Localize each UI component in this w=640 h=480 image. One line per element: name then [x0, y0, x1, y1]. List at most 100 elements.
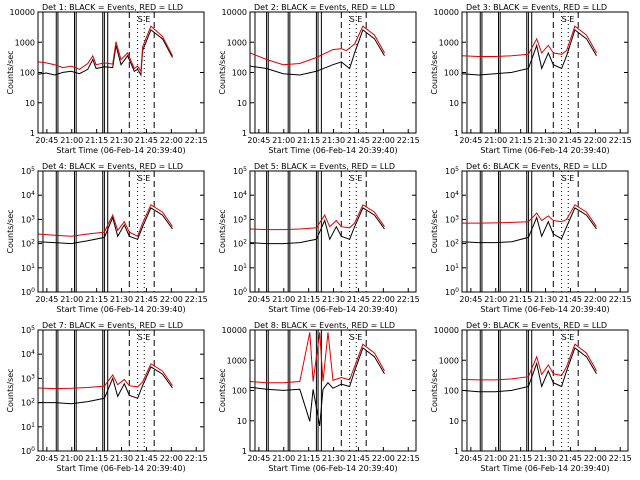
y-tick-label: 101: [233, 263, 247, 273]
flare-annotation: S E: [138, 174, 151, 183]
x-tick-label: 20:45: [247, 295, 270, 304]
plot-frame: [249, 329, 417, 452]
x-tick-label: 22:00: [584, 295, 607, 304]
y-tick-label: 10000: [434, 8, 459, 17]
x-tick-label: 21:45: [559, 454, 582, 463]
y-tick-label: 10: [449, 99, 459, 108]
y-axis-label: Counts/sec: [6, 209, 15, 253]
flare-annotation: S E: [350, 333, 363, 342]
panel-title: Det 9: BLACK = Events, RED = LLD: [466, 321, 607, 330]
x-tick-label: 21:45: [559, 136, 582, 145]
plot-frame: [249, 170, 417, 293]
x-tick-label: 21:15: [297, 295, 320, 304]
flare-annotation: S E: [562, 15, 575, 24]
x-tick-label: 21:30: [534, 454, 557, 463]
y-tick-label: 100: [20, 69, 35, 78]
x-tick-label: 22:15: [397, 454, 420, 463]
x-tick-label: 21:00: [272, 295, 295, 304]
y-axis-label: Counts/sec: [430, 50, 439, 94]
x-tick-label: 21:45: [347, 295, 370, 304]
x-tick-label: 22:15: [185, 136, 208, 145]
y-tick-label: 102: [233, 239, 247, 249]
x-tick-label: 22:15: [609, 295, 632, 304]
plot-frame: [461, 329, 629, 452]
x-tick-label: 21:00: [60, 136, 83, 145]
y-tick-label: 1: [454, 447, 459, 456]
y-tick-label: 103: [445, 214, 459, 224]
x-tick-label: 22:00: [584, 136, 607, 145]
flare-annotation: S E: [350, 174, 363, 183]
x-axis-label: Start Time (06-Feb-14 20:39:40): [480, 146, 609, 155]
y-tick-label: 1000: [15, 38, 35, 47]
panel-det-9: Det 9: BLACK = Events, RED = LLD S E 1 10 10…: [430, 321, 632, 473]
x-tick-label: 22:15: [609, 136, 632, 145]
panel-det-2: Det 2: BLACK = Events, RED = LLD S E 1 10 10…: [218, 3, 420, 155]
plot-frame: [461, 170, 629, 293]
y-tick-label: 102: [445, 239, 459, 249]
y-tick-label: 10: [237, 417, 247, 426]
series-line-lld: [249, 332, 385, 384]
series-line-lld: [249, 204, 385, 231]
panel-det-1: Det 1: BLACK = Events, RED = LLD S E 1 10 10…: [6, 3, 208, 155]
plot-frame: [249, 11, 417, 134]
x-tick-label: 22:15: [185, 295, 208, 304]
y-tick-label: 102: [21, 239, 35, 249]
flare-annotation: S E: [138, 333, 151, 342]
x-tick-label: 21:00: [60, 295, 83, 304]
x-tick-label: 20:45: [459, 136, 482, 145]
x-axis-label: Start Time (06-Feb-14 20:39:40): [56, 464, 185, 473]
x-axis-label: Start Time (06-Feb-14 20:39:40): [268, 305, 397, 314]
y-tick-label: 105: [445, 166, 459, 176]
y-tick-label: 10000: [222, 326, 247, 335]
y-tick-label: 101: [445, 263, 459, 273]
y-tick-label: 104: [21, 190, 35, 200]
x-tick-label: 21:00: [272, 454, 295, 463]
series-line-lld: [37, 363, 173, 390]
panel-title: Det 5: BLACK = Events, RED = LLD: [254, 162, 395, 171]
x-axis-label: Start Time (06-Feb-14 20:39:40): [268, 464, 397, 473]
plot-frame: [37, 329, 205, 452]
y-axis-label: Counts/sec: [218, 50, 227, 94]
series-line-lld: [461, 25, 597, 57]
y-tick-label: 101: [21, 422, 35, 432]
panel-title: Det 3: BLACK = Events, RED = LLD: [466, 3, 607, 12]
panel-title: Det 7: BLACK = Events, RED = LLD: [42, 321, 183, 330]
y-axis-label: Counts/sec: [430, 368, 439, 412]
panel-det-3: Det 3: BLACK = Events, RED = LLD S E 1 10 10…: [430, 3, 632, 155]
x-tick-label: 22:15: [185, 454, 208, 463]
y-axis-label: Counts/sec: [430, 209, 439, 253]
panel-det-7: Det 7: BLACK = Events, RED = LLD S E 100 10…: [6, 321, 208, 473]
y-tick-label: 100: [21, 446, 35, 456]
plot-frame: [461, 11, 629, 134]
y-tick-label: 105: [21, 166, 35, 176]
x-tick-label: 21:30: [110, 454, 133, 463]
x-tick-label: 20:45: [247, 454, 270, 463]
x-tick-label: 20:45: [35, 136, 58, 145]
x-tick-label: 21:45: [135, 136, 158, 145]
y-tick-label: 103: [21, 373, 35, 383]
x-tick-label: 20:45: [247, 136, 270, 145]
x-tick-label: 21:45: [559, 295, 582, 304]
flare-annotation: S E: [562, 174, 575, 183]
x-tick-label: 21:00: [484, 136, 507, 145]
series-line-events: [461, 347, 597, 393]
y-tick-label: 10000: [222, 8, 247, 17]
y-tick-label: 104: [445, 190, 459, 200]
x-tick-label: 20:45: [459, 454, 482, 463]
flare-annotation: S E: [138, 15, 151, 24]
x-tick-label: 21:15: [85, 295, 108, 304]
series-line-events: [461, 29, 597, 76]
x-tick-label: 21:30: [322, 295, 345, 304]
x-tick-label: 21:15: [297, 454, 320, 463]
flare-annotation: S E: [562, 333, 575, 342]
x-tick-label: 21:30: [110, 295, 133, 304]
series-line-events: [38, 366, 173, 405]
y-tick-label: 10000: [434, 326, 459, 335]
x-tick-label: 21:30: [322, 136, 345, 145]
x-tick-label: 22:00: [160, 295, 183, 304]
y-tick-label: 1: [242, 129, 247, 138]
panel-title: Det 4: BLACK = Events, RED = LLD: [42, 162, 183, 171]
y-tick-label: 1000: [227, 38, 247, 47]
flare-annotation: S E: [350, 15, 363, 24]
x-tick-label: 21:00: [60, 454, 83, 463]
